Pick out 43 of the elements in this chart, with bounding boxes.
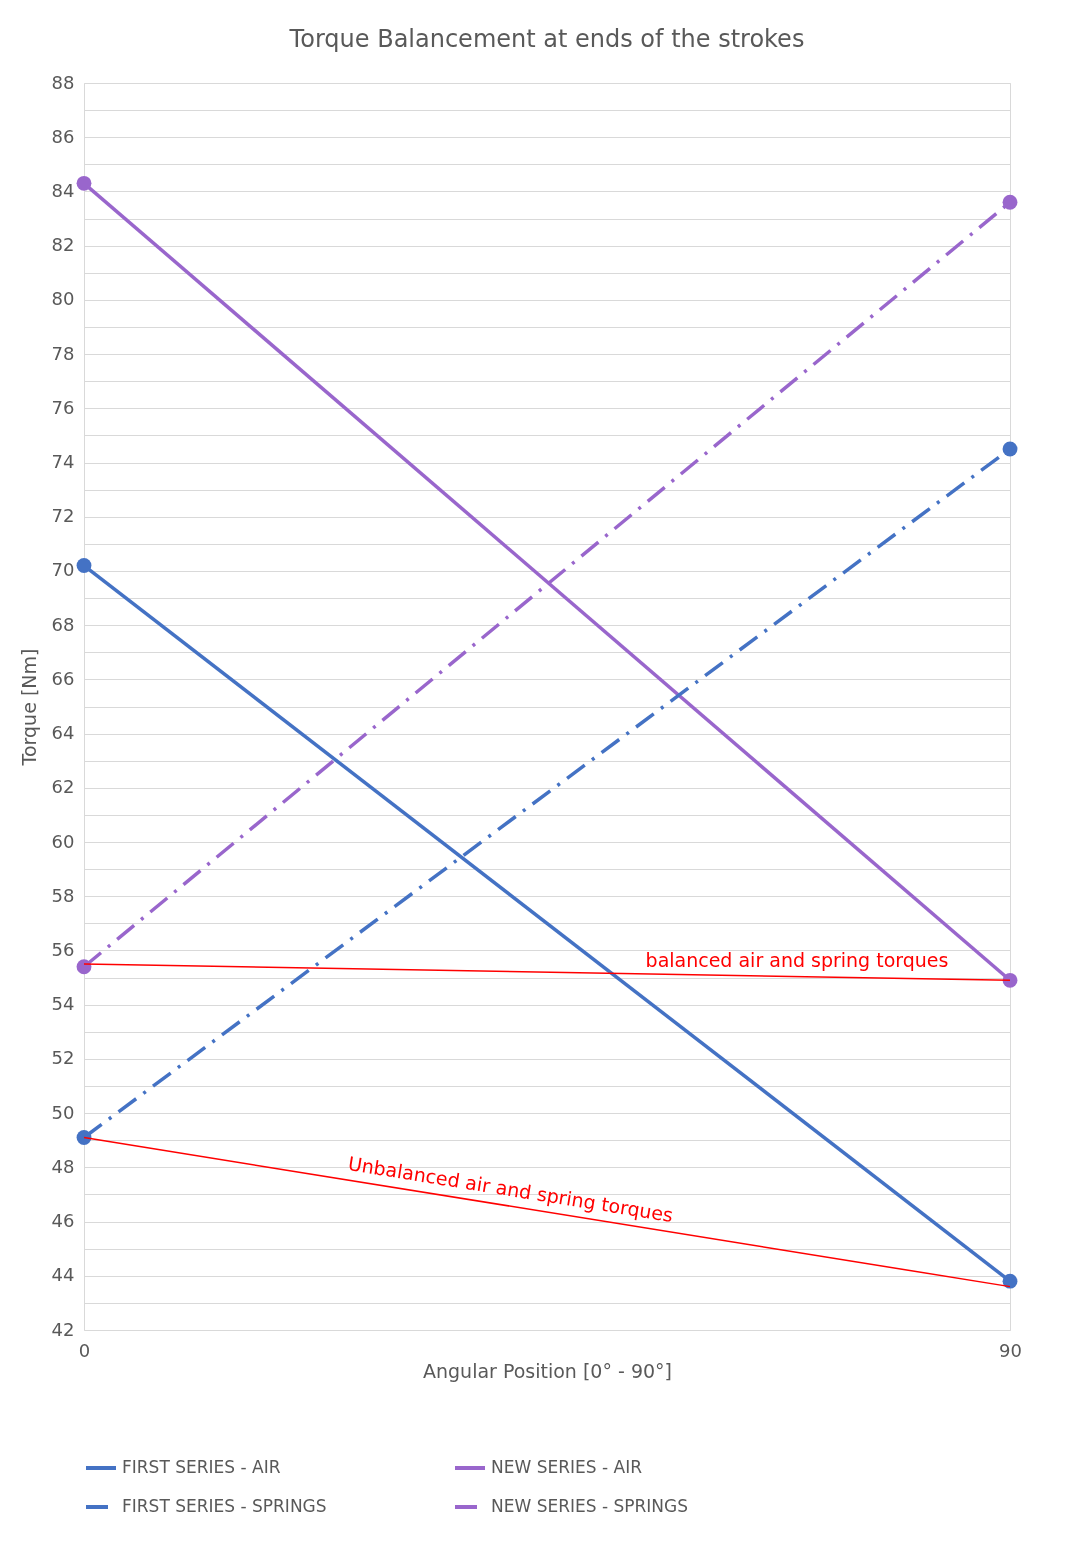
y-tick-label: 46	[51, 1210, 75, 1232]
y-tick-label: 84	[51, 179, 75, 201]
y-tick-label: 48	[51, 1155, 75, 1177]
y-tick-label: 82	[51, 234, 75, 256]
y-tick-label: 54	[51, 993, 75, 1015]
y-tick-label: 88	[51, 71, 75, 93]
legend-label: NEW SERIES - AIR	[491, 1457, 643, 1477]
y-tick-label: 78	[51, 342, 75, 364]
y-tick-label: 66	[51, 667, 75, 689]
point	[1002, 1273, 1018, 1289]
y-tick-label: 44	[51, 1264, 75, 1286]
x-tick-label: 0	[78, 1339, 91, 1361]
point	[1002, 972, 1018, 988]
point	[76, 558, 92, 573]
y-tick-label: 74	[51, 451, 75, 473]
y-axis-title: Torque [Nm]	[17, 648, 40, 767]
legend-label: NEW SERIES - SPRINGS	[491, 1496, 689, 1516]
point	[76, 1130, 92, 1145]
y-tick-label: 52	[51, 1047, 75, 1069]
y-tick-label: 86	[51, 125, 75, 147]
y-tick-label: 76	[51, 396, 75, 418]
y-tick-label: 68	[51, 613, 75, 635]
point	[1002, 441, 1018, 457]
y-tick-label: 80	[51, 288, 75, 310]
chart-title: Torque Balancement at ends of the strokes	[288, 25, 805, 53]
y-tick-label: 50	[51, 1101, 75, 1123]
annotation: balanced air and spring torques	[645, 948, 949, 971]
y-tick-label: 42	[51, 1318, 75, 1340]
y-tick-label: 56	[51, 938, 75, 960]
y-tick-label: 62	[51, 776, 75, 798]
y-tick-label: 70	[51, 559, 75, 581]
point	[76, 175, 92, 191]
y-tick-label: 58	[51, 884, 75, 906]
legend-label: FIRST SERIES - AIR	[122, 1457, 281, 1477]
y-tick-label: 60	[51, 830, 75, 852]
annotation: Unbalanced air and spring torques	[346, 1152, 675, 1227]
x-tick-label: 90	[999, 1339, 1022, 1361]
point	[1002, 194, 1018, 210]
y-tick-label: 64	[51, 722, 75, 744]
point	[76, 959, 92, 975]
y-tick-label: 72	[51, 505, 75, 527]
x-axis-title: Angular Position [0° - 90°]	[423, 1359, 672, 1382]
legend-label: FIRST SERIES - SPRINGS	[122, 1496, 327, 1516]
